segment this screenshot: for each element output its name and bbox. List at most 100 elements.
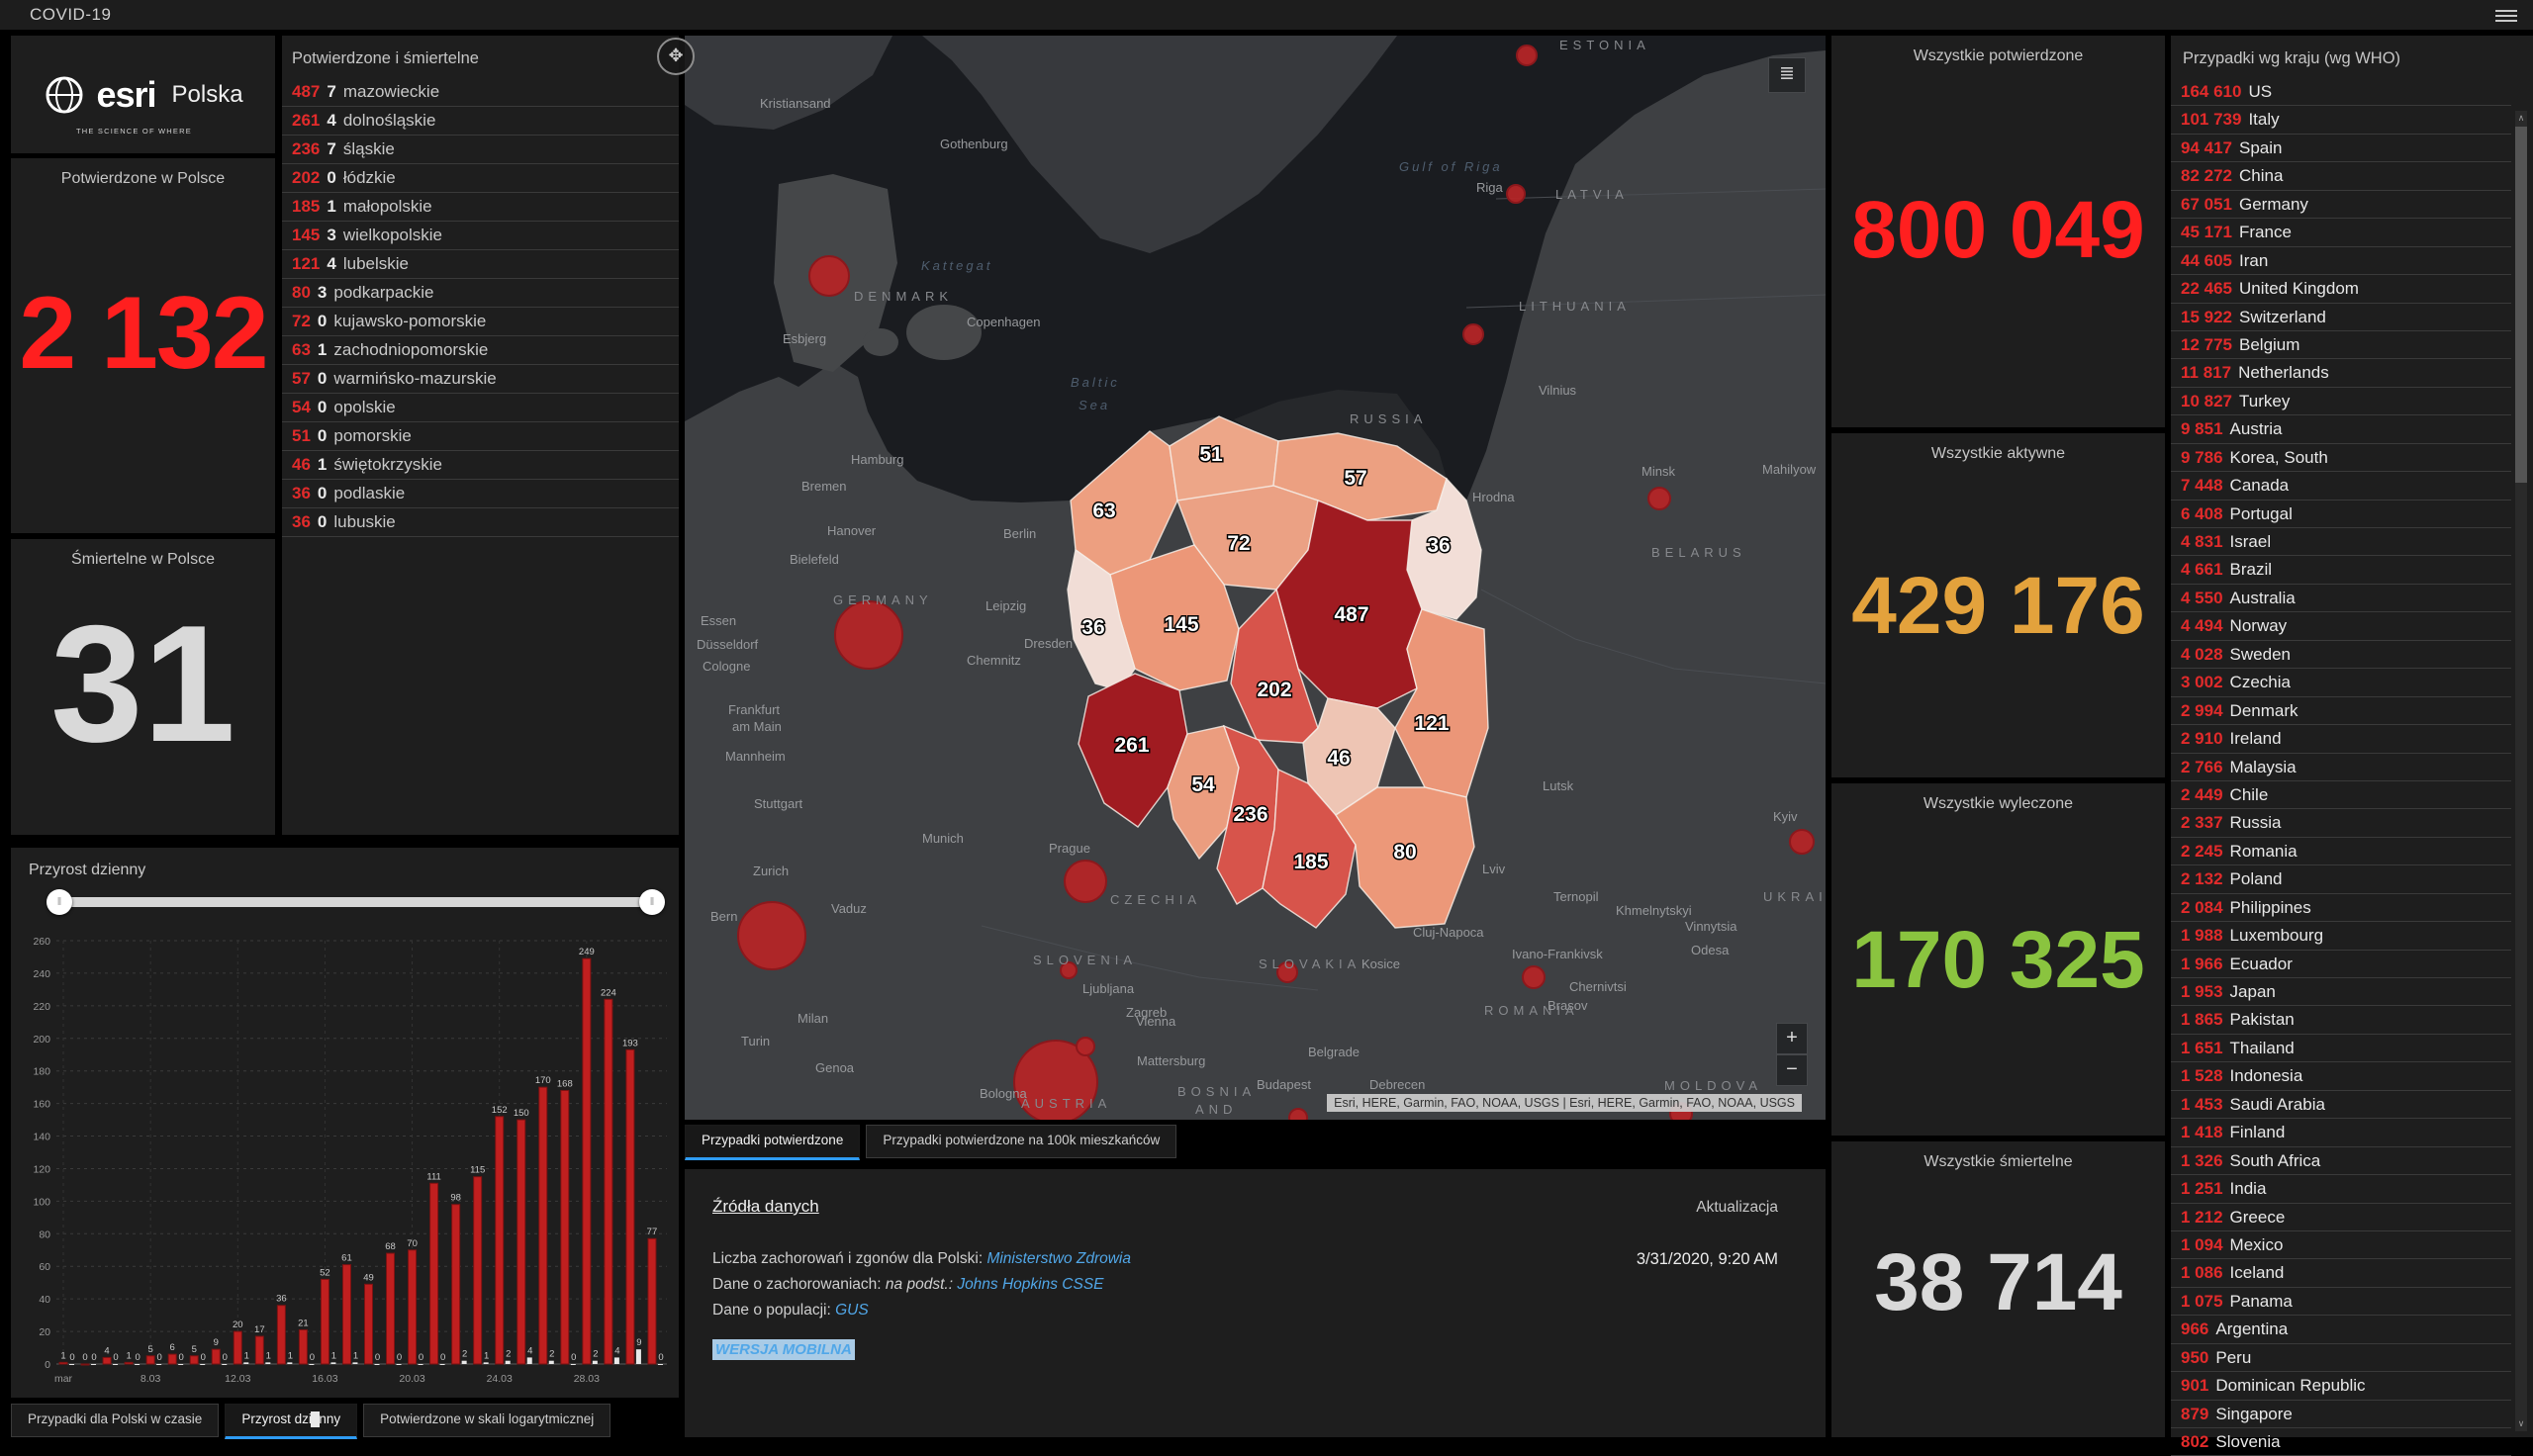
bar-cases[interactable]	[320, 1278, 329, 1365]
case-circle[interactable]	[834, 600, 903, 670]
voivodeship-row[interactable]: 487 7 mazowieckie	[282, 78, 679, 107]
country-row[interactable]: 950 Peru	[2171, 1344, 2511, 1373]
country-row[interactable]: 67 051 Germany	[2171, 191, 2511, 220]
voivodeship-row[interactable]: 57 0 warmińsko-mazurskie	[282, 365, 679, 394]
bar-cases[interactable]	[233, 1330, 242, 1365]
hamburger-menu-icon[interactable]	[2495, 7, 2517, 23]
country-row[interactable]: 2 132 Poland	[2171, 865, 2511, 894]
case-circle[interactable]	[1276, 961, 1298, 983]
country-row[interactable]: 15 922 Switzerland	[2171, 304, 2511, 331]
bar-cases[interactable]	[473, 1176, 483, 1365]
country-row[interactable]: 2 994 Denmark	[2171, 697, 2511, 726]
bar-deaths[interactable]	[526, 1357, 532, 1364]
slider-handle-left[interactable]: ‖	[47, 889, 72, 915]
bar-cases[interactable]	[58, 1361, 68, 1365]
bar-deaths[interactable]	[505, 1360, 511, 1364]
country-row[interactable]: 2 910 Ireland	[2171, 725, 2511, 754]
map-panel[interactable]: Kristiansand Gothenburg Kattegat DENMARK Cop…	[685, 36, 1826, 1120]
country-row[interactable]: 4 550 Australia	[2171, 585, 2511, 613]
bar-cases[interactable]	[167, 1353, 177, 1365]
region-lubelskie[interactable]	[1394, 608, 1489, 798]
bar-cases[interactable]	[604, 998, 613, 1365]
bar-cases[interactable]	[582, 957, 592, 1365]
country-row[interactable]: 4 661 Brazil	[2171, 556, 2511, 585]
voivodeship-row[interactable]: 63 1 zachodniopomorskie	[282, 336, 679, 365]
country-row[interactable]: 22 465 United Kingdom	[2171, 275, 2511, 304]
country-row[interactable]: 11 817 Netherlands	[2171, 359, 2511, 388]
case-circle[interactable]	[1506, 184, 1526, 204]
bar-deaths[interactable]	[265, 1362, 271, 1364]
bar-cases[interactable]	[625, 1048, 635, 1365]
bar-cases[interactable]	[254, 1335, 264, 1365]
country-row[interactable]: 901 Dominican Republic	[2171, 1372, 2511, 1401]
country-row[interactable]: 1 075 Panama	[2171, 1288, 2511, 1317]
expand-widget-icon[interactable]: ✥	[657, 38, 695, 75]
country-row[interactable]: 4 494 Norway	[2171, 612, 2511, 641]
bar-deaths[interactable]	[135, 1364, 141, 1365]
bar-cases[interactable]	[211, 1348, 221, 1365]
bar-deaths[interactable]	[330, 1362, 336, 1364]
bar-deaths[interactable]	[243, 1362, 249, 1364]
legend-icon[interactable]: ≣	[1768, 57, 1806, 93]
bar-cases[interactable]	[516, 1119, 526, 1365]
country-row[interactable]: 1 326 South Africa	[2171, 1147, 2511, 1176]
chart-tab-2[interactable]: Potwierdzone w skali logarytmicznej	[363, 1404, 611, 1437]
case-circle[interactable]	[1516, 45, 1538, 66]
country-row[interactable]: 3 002 Czechia	[2171, 669, 2511, 697]
bar-deaths[interactable]	[439, 1364, 445, 1365]
mobile-version-link[interactable]: WERSJA MOBILNA	[712, 1339, 855, 1360]
voivodeship-row[interactable]: 185 1 małopolskie	[282, 193, 679, 222]
country-row[interactable]: 7 448 Canada	[2171, 472, 2511, 500]
country-row[interactable]: 966 Argentina	[2171, 1316, 2511, 1344]
bar-cases[interactable]	[408, 1249, 418, 1365]
region-podlaskie[interactable]	[1406, 477, 1482, 620]
map-canvas[interactable]: Kristiansand Gothenburg Kattegat DENMARK Cop…	[685, 36, 1826, 1120]
country-row[interactable]: 1 251 India	[2171, 1175, 2511, 1204]
bar-deaths[interactable]	[374, 1364, 380, 1365]
bar-deaths[interactable]	[113, 1364, 119, 1365]
bar-cases[interactable]	[386, 1252, 396, 1365]
bar-cases[interactable]	[145, 1355, 155, 1365]
bar-deaths[interactable]	[570, 1364, 576, 1365]
voivodeship-row[interactable]: 36 0 podlaskie	[282, 480, 679, 508]
country-row[interactable]: 10 827 Turkey	[2171, 388, 2511, 416]
bar-cases[interactable]	[102, 1356, 112, 1365]
country-row[interactable]: 1 094 Mexico	[2171, 1231, 2511, 1260]
link-gus[interactable]: GUS	[835, 1302, 869, 1319]
voivodeship-row[interactable]: 80 3 podkarpackie	[282, 279, 679, 308]
bar-deaths[interactable]	[548, 1360, 554, 1364]
case-circle[interactable]	[1522, 965, 1546, 989]
link-ministerstwo-zdrowia[interactable]: Ministerstwo Zdrowia	[986, 1250, 1131, 1267]
bar-deaths[interactable]	[396, 1364, 402, 1365]
bar-deaths[interactable]	[287, 1362, 293, 1364]
case-circle[interactable]	[1013, 1040, 1098, 1120]
voivodeship-row[interactable]: 36 0 lubuskie	[282, 508, 679, 537]
country-row[interactable]: 4 831 Israel	[2171, 528, 2511, 557]
bar-deaths[interactable]	[69, 1364, 74, 1365]
bar-cases[interactable]	[560, 1089, 570, 1365]
bar-cases[interactable]	[647, 1237, 657, 1365]
bar-deaths[interactable]	[222, 1364, 228, 1365]
country-row[interactable]: 101 739 Italy	[2171, 106, 2511, 135]
voivodeship-row[interactable]: 145 3 wielkopolskie	[282, 222, 679, 250]
case-circle[interactable]	[1076, 1037, 1095, 1056]
country-row[interactable]: 802 Slovenia	[2171, 1428, 2511, 1456]
country-row[interactable]: 1 988 Luxembourg	[2171, 922, 2511, 951]
country-row[interactable]: 45 171 France	[2171, 219, 2511, 247]
bar-cases[interactable]	[341, 1264, 351, 1365]
country-row[interactable]: 164 610 US	[2171, 78, 2511, 107]
country-row[interactable]: 1 865 Pakistan	[2171, 1006, 2511, 1035]
slider-handle-right[interactable]: ‖	[639, 889, 665, 915]
case-circle[interactable]	[1462, 323, 1484, 345]
region-podkarpackie[interactable]	[1335, 786, 1475, 929]
case-circle[interactable]	[1060, 961, 1078, 979]
voivodeship-row[interactable]: 121 4 lubelskie	[282, 250, 679, 279]
time-range-slider[interactable]: ‖ ‖	[47, 889, 665, 915]
bar-deaths[interactable]	[418, 1364, 423, 1365]
zoom-out-button[interactable]: −	[1776, 1054, 1808, 1086]
country-row[interactable]: 1 212 Greece	[2171, 1204, 2511, 1231]
region-małopolskie[interactable]	[1262, 768, 1357, 929]
country-row[interactable]: 1 453 Saudi Arabia	[2171, 1091, 2511, 1120]
country-row[interactable]: 94 417 Spain	[2171, 135, 2511, 163]
country-row[interactable]: 2 766 Malaysia	[2171, 754, 2511, 781]
